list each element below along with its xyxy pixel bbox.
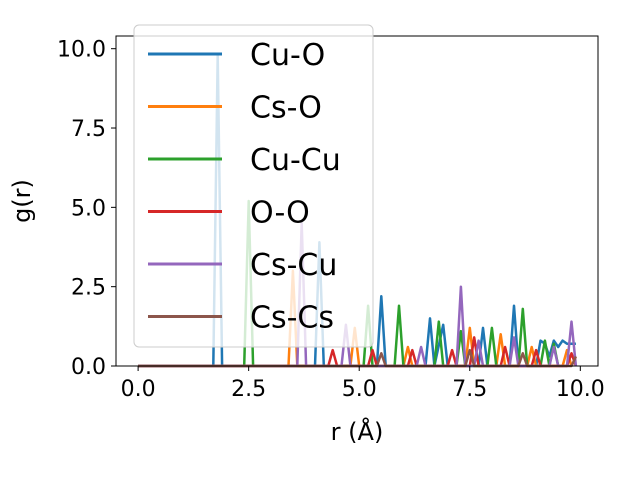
y-tick-label: 10.0: [57, 38, 106, 63]
y-axis: 0.0 2.5 5.0 7.5 10.0: [57, 38, 116, 380]
y-tick-label: 2.5: [71, 276, 106, 301]
legend-label-cs-cs: Cs-Cs: [250, 301, 334, 336]
legend-label-cu-o: Cu-O: [250, 38, 325, 73]
x-tick-label: 2.5: [231, 377, 266, 402]
x-axis: 0.0 2.5 5.0 7.5 10.0: [121, 366, 605, 402]
x-tick-label: 10.0: [556, 377, 605, 402]
y-tick-label: 5.0: [71, 196, 106, 221]
legend-label-cu-cu: Cu-Cu: [250, 143, 341, 178]
x-tick-label: 7.5: [452, 377, 487, 402]
y-tick-label: 7.5: [71, 117, 106, 142]
x-axis-label: r (Å): [331, 417, 384, 446]
y-axis-label: g(r): [8, 179, 36, 223]
x-tick-label: 5.0: [342, 377, 377, 402]
x-tick-label: 0.0: [121, 377, 156, 402]
y-tick-label: 0.0: [71, 355, 106, 380]
legend: Cu-O Cs-O Cu-Cu O-O Cs-Cu Cs-Cs: [133, 24, 374, 348]
legend-label-cs-cu: Cs-Cu: [250, 248, 337, 283]
legend-label-cs-o: Cs-O: [250, 91, 322, 126]
legend-box: [133, 24, 374, 348]
legend-label-o-o: O-O: [250, 196, 310, 231]
